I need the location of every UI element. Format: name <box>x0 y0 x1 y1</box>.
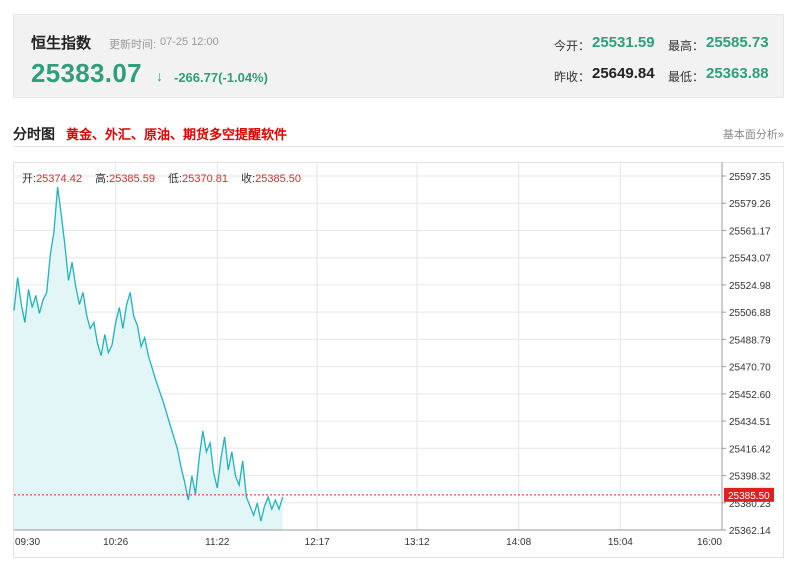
y-tick-label: 25488.79 <box>729 335 771 346</box>
last-price: 25383.07 <box>31 58 142 88</box>
chart-axes: 25597.35 25579.26 25561.17 25543.07 25524.98… <box>14 162 774 548</box>
y-tick-label: 25398.32 <box>729 472 771 483</box>
y-tick-label: 25579.26 <box>729 199 771 210</box>
prev-close-value: 25649.84 <box>592 65 655 82</box>
y-tick-label: 25506.88 <box>729 308 771 319</box>
update-time: 07-25 12:00 <box>160 36 219 48</box>
price-line <box>13 187 284 522</box>
y-tick-label: 25434.51 <box>729 417 771 428</box>
y-tick-label: 25416.42 <box>729 444 771 455</box>
ohlc-close-value: 25385.50 <box>255 173 301 185</box>
x-tick-label: 10:26 <box>103 537 128 548</box>
high-label: 最高： <box>668 39 705 53</box>
quote-panel: 恒生指数 更新时间: 07-25 12:00 25383.07 ↓ -266.7… <box>13 14 784 98</box>
y-tick-label: 25597.35 <box>729 172 771 183</box>
fundamental-analysis-link[interactable]: 基本面分析» <box>722 129 784 141</box>
y-tick-label: 25380.23 <box>729 499 771 510</box>
current-price-label: 25385.50 <box>728 491 770 502</box>
price-area-fill <box>14 187 283 530</box>
y-tick-label: 25362.14 <box>729 526 771 537</box>
low-label: 最低： <box>668 70 705 84</box>
ohlc-low-value: 25370.81 <box>182 173 228 185</box>
y-tick-label: 25524.98 <box>729 281 771 292</box>
y-tick-label: 25561.17 <box>729 226 771 237</box>
ohlc-open-value: 25374.42 <box>36 173 82 185</box>
x-tick-label: 14:08 <box>506 537 531 548</box>
down-arrow-icon: ↓ <box>156 68 163 84</box>
y-tick-label: 25452.60 <box>729 390 771 401</box>
x-tick-label: 11:22 <box>205 537 230 548</box>
current-price-tag <box>724 487 774 502</box>
ohlc-readout: 开:25374.42 高:25385.59 低:25370.81 收:25385… <box>22 170 311 186</box>
section-title: 分时图 <box>13 126 55 142</box>
ohlc-close-label: 收: <box>241 173 256 185</box>
chart-frame <box>13 162 784 558</box>
open-label: 今开： <box>554 39 591 53</box>
x-tick-label: 16:00 <box>697 537 722 548</box>
x-tick-label: 12:17 <box>305 537 330 548</box>
update-time-label: 更新时间: <box>109 39 157 51</box>
open-value: 25531.59 <box>592 34 655 51</box>
y-tick-label: 25543.07 <box>729 254 771 265</box>
ohlc-high-label: 高: <box>95 173 110 185</box>
index-name: 恒生指数 <box>31 35 92 52</box>
y-tick-label: 25470.70 <box>729 363 771 374</box>
low-value: 25363.88 <box>706 65 769 82</box>
x-tick-label: 15:04 <box>608 537 633 548</box>
ohlc-low-label: 低: <box>168 173 183 185</box>
chart-area <box>13 187 284 530</box>
price-change: -266.77(-1.04%) <box>174 70 268 85</box>
ohlc-open-label: 开: <box>22 173 37 185</box>
high-value: 25585.73 <box>706 34 769 51</box>
prev-close-label: 昨收： <box>554 70 591 84</box>
ohlc-high-value: 25385.59 <box>109 173 155 185</box>
x-tick-label: 13:12 <box>404 537 429 548</box>
promo-link[interactable]: 黄金、外汇、原油、期货多空提醒软件 <box>66 127 288 142</box>
x-tick-label: 09:30 <box>15 537 40 548</box>
title-divider <box>13 146 784 147</box>
